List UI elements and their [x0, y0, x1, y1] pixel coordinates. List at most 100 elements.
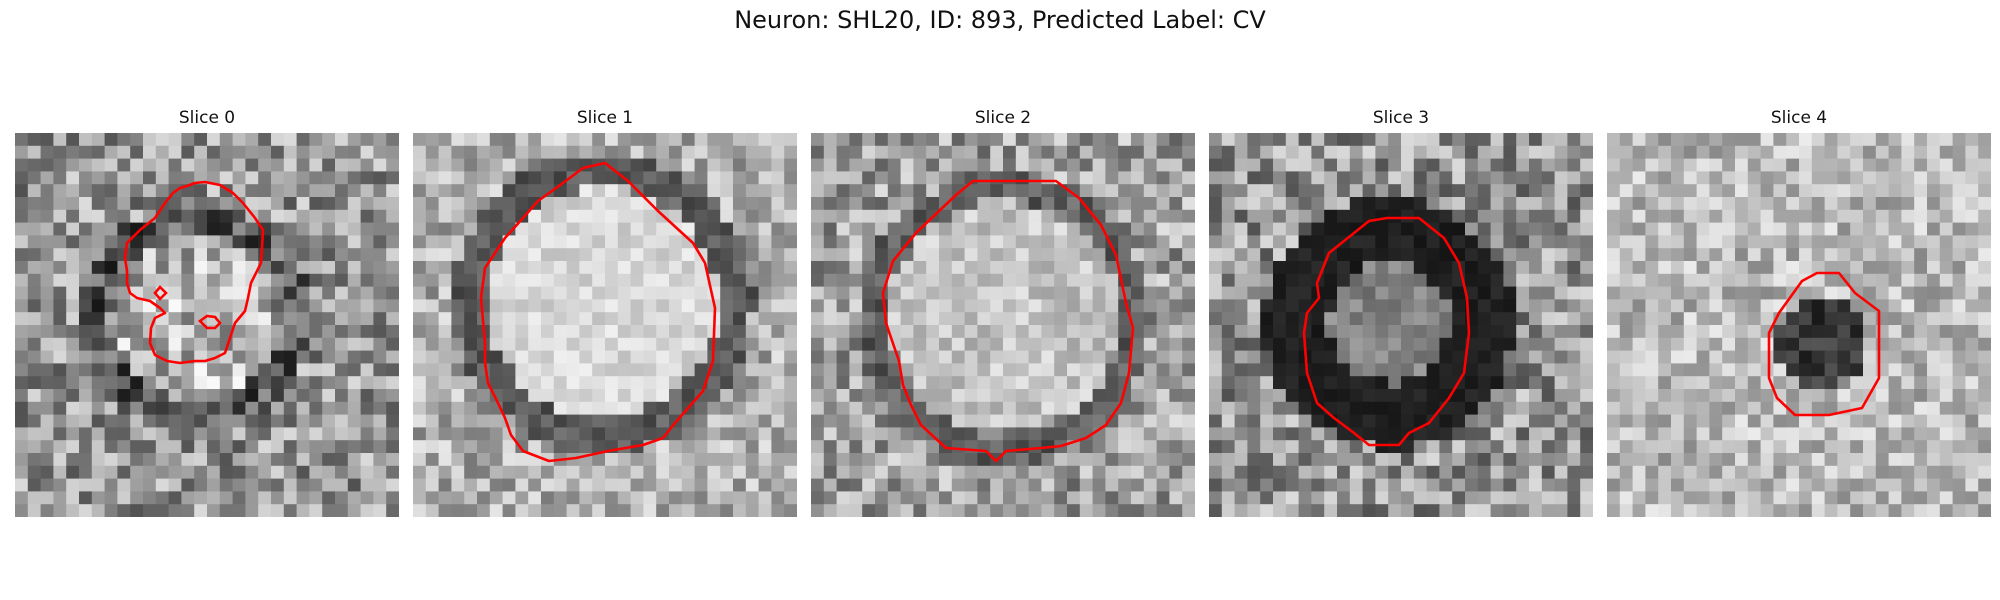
pixel	[386, 401, 399, 416]
pixel	[1388, 325, 1402, 339]
pixel	[1131, 414, 1145, 428]
pixel	[1375, 453, 1389, 467]
pixel	[1645, 235, 1659, 249]
pixel	[413, 158, 427, 172]
pixel	[1619, 261, 1634, 275]
pixel	[1773, 478, 1787, 492]
pixel	[771, 325, 785, 339]
pixel	[283, 401, 298, 416]
pixel	[27, 504, 42, 517]
pixel	[1362, 376, 1376, 390]
pixel	[143, 504, 157, 517]
pixel	[1529, 427, 1543, 441]
pixel	[1169, 235, 1183, 249]
pixel	[811, 299, 825, 313]
pixel	[296, 414, 310, 428]
pixel	[1477, 440, 1492, 454]
pixel	[1607, 465, 1621, 480]
pixel	[528, 133, 542, 147]
pixel	[194, 133, 208, 147]
pixel	[1273, 197, 1287, 211]
pixel	[990, 389, 1004, 403]
pixel	[836, 133, 850, 147]
pixel	[643, 504, 657, 517]
pixel	[541, 273, 555, 288]
pixel	[1811, 478, 1826, 492]
pixel	[1567, 440, 1581, 454]
pixel	[130, 376, 144, 390]
pixel	[1939, 133, 1954, 147]
pixel	[207, 465, 221, 480]
pixel	[1349, 158, 1364, 172]
pixel	[1939, 491, 1954, 505]
pixel	[811, 401, 825, 416]
pixel	[155, 363, 170, 377]
pixel	[1645, 133, 1659, 147]
pixel	[1426, 171, 1440, 185]
pixel	[245, 363, 259, 377]
pixel	[990, 478, 1004, 492]
pixel	[130, 312, 144, 326]
pixel	[720, 465, 734, 480]
pixel	[1850, 299, 1864, 313]
pixel	[1401, 248, 1415, 262]
pixel	[15, 286, 29, 300]
pixel	[1735, 453, 1749, 467]
pixel	[296, 363, 310, 377]
pixel	[1709, 286, 1723, 300]
pixel	[1799, 427, 1813, 441]
pixel	[117, 261, 131, 275]
pixel	[296, 158, 310, 172]
pixel	[1182, 286, 1195, 300]
pixel	[617, 453, 632, 467]
pixel	[130, 299, 144, 313]
pixel	[1747, 171, 1762, 185]
pixel	[1092, 299, 1106, 313]
pixel	[1799, 376, 1813, 390]
pixel	[271, 491, 285, 505]
pixel	[1337, 453, 1351, 467]
pixel	[745, 248, 760, 262]
pixel	[489, 171, 504, 185]
pixel	[104, 389, 118, 403]
pixel	[951, 440, 966, 454]
pixel	[1221, 171, 1236, 185]
pixel	[66, 133, 80, 147]
pixel	[1054, 248, 1068, 262]
pixel	[669, 325, 683, 339]
pixel	[1273, 222, 1287, 236]
pixel	[296, 491, 310, 505]
pixel	[1247, 299, 1261, 313]
pixel	[823, 376, 838, 390]
pixel	[1939, 171, 1954, 185]
pixel	[386, 350, 399, 364]
pixel	[926, 286, 940, 300]
pixel	[579, 248, 593, 262]
pixel	[1015, 209, 1030, 224]
slice-image	[811, 133, 1195, 517]
pixel	[207, 235, 221, 249]
pixel	[784, 235, 797, 249]
pixel	[1260, 363, 1274, 377]
pixel	[1645, 478, 1659, 492]
pixel	[951, 401, 966, 416]
pixel	[296, 350, 310, 364]
pixel	[1773, 171, 1787, 185]
pixel	[990, 222, 1004, 236]
pixel	[477, 184, 491, 198]
pixel	[1015, 222, 1030, 236]
pixel	[1413, 197, 1428, 211]
pixel	[1413, 286, 1428, 300]
pixel	[1503, 286, 1517, 300]
pixel	[630, 376, 644, 390]
pixel	[1735, 337, 1749, 352]
pixel	[1247, 337, 1261, 352]
pixel	[553, 133, 568, 147]
pixel	[1901, 325, 1915, 339]
pixel	[1567, 376, 1581, 390]
pixel	[1773, 261, 1787, 275]
pixel	[117, 222, 131, 236]
pixel	[887, 478, 902, 492]
pixel	[1747, 440, 1762, 454]
pixel	[964, 222, 978, 236]
